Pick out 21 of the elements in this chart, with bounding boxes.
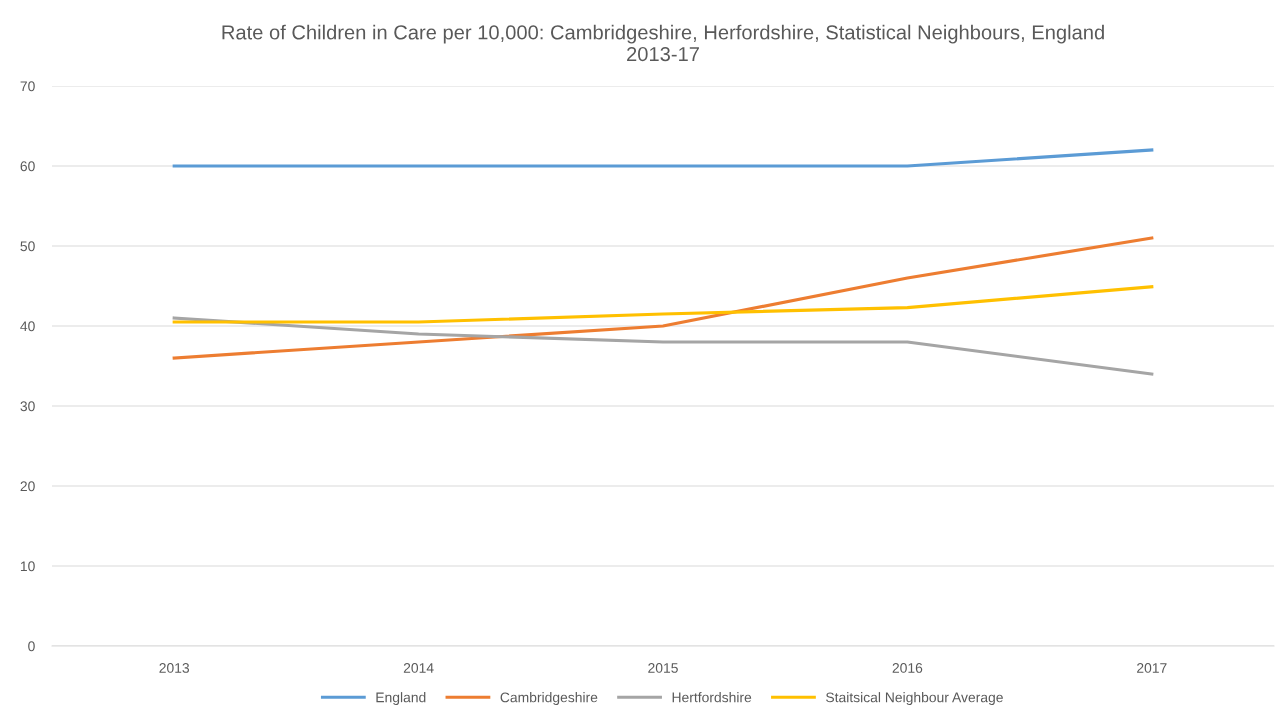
line-series: [172, 316, 1154, 376]
y-tick-label: 50: [20, 241, 35, 252]
legend-label: Hertfordshire: [672, 692, 752, 703]
y-tick-label: 40: [20, 321, 35, 332]
chart-title: Rate of Children in Care per 10,000: Cambridgeshire, Herfordshire, Statistical Neighbours, England 2013-17: [222, 24, 1104, 62]
y-tick-label: 30: [20, 401, 35, 412]
line-series: [172, 285, 1154, 324]
x-tick-label: 2013: [159, 663, 190, 673]
legend-label: England: [376, 692, 426, 706]
x-tick-label: 2016: [892, 663, 923, 673]
y-tick-label: 20: [20, 481, 35, 492]
line-series: [172, 236, 1154, 360]
y-tick-label: 0: [28, 641, 35, 652]
y-tick-label: 70: [20, 81, 35, 92]
legend-label: Cambridgeshire: [500, 692, 598, 706]
x-tick-label: 2014: [403, 663, 434, 673]
y-tick-label: 10: [20, 561, 35, 572]
legend-label: Staitsical Neighbour Average: [826, 692, 1003, 706]
y-tick-label: 60: [20, 161, 35, 172]
x-tick-label: 2015: [648, 663, 678, 673]
x-tick-label: 2017: [1137, 663, 1167, 673]
